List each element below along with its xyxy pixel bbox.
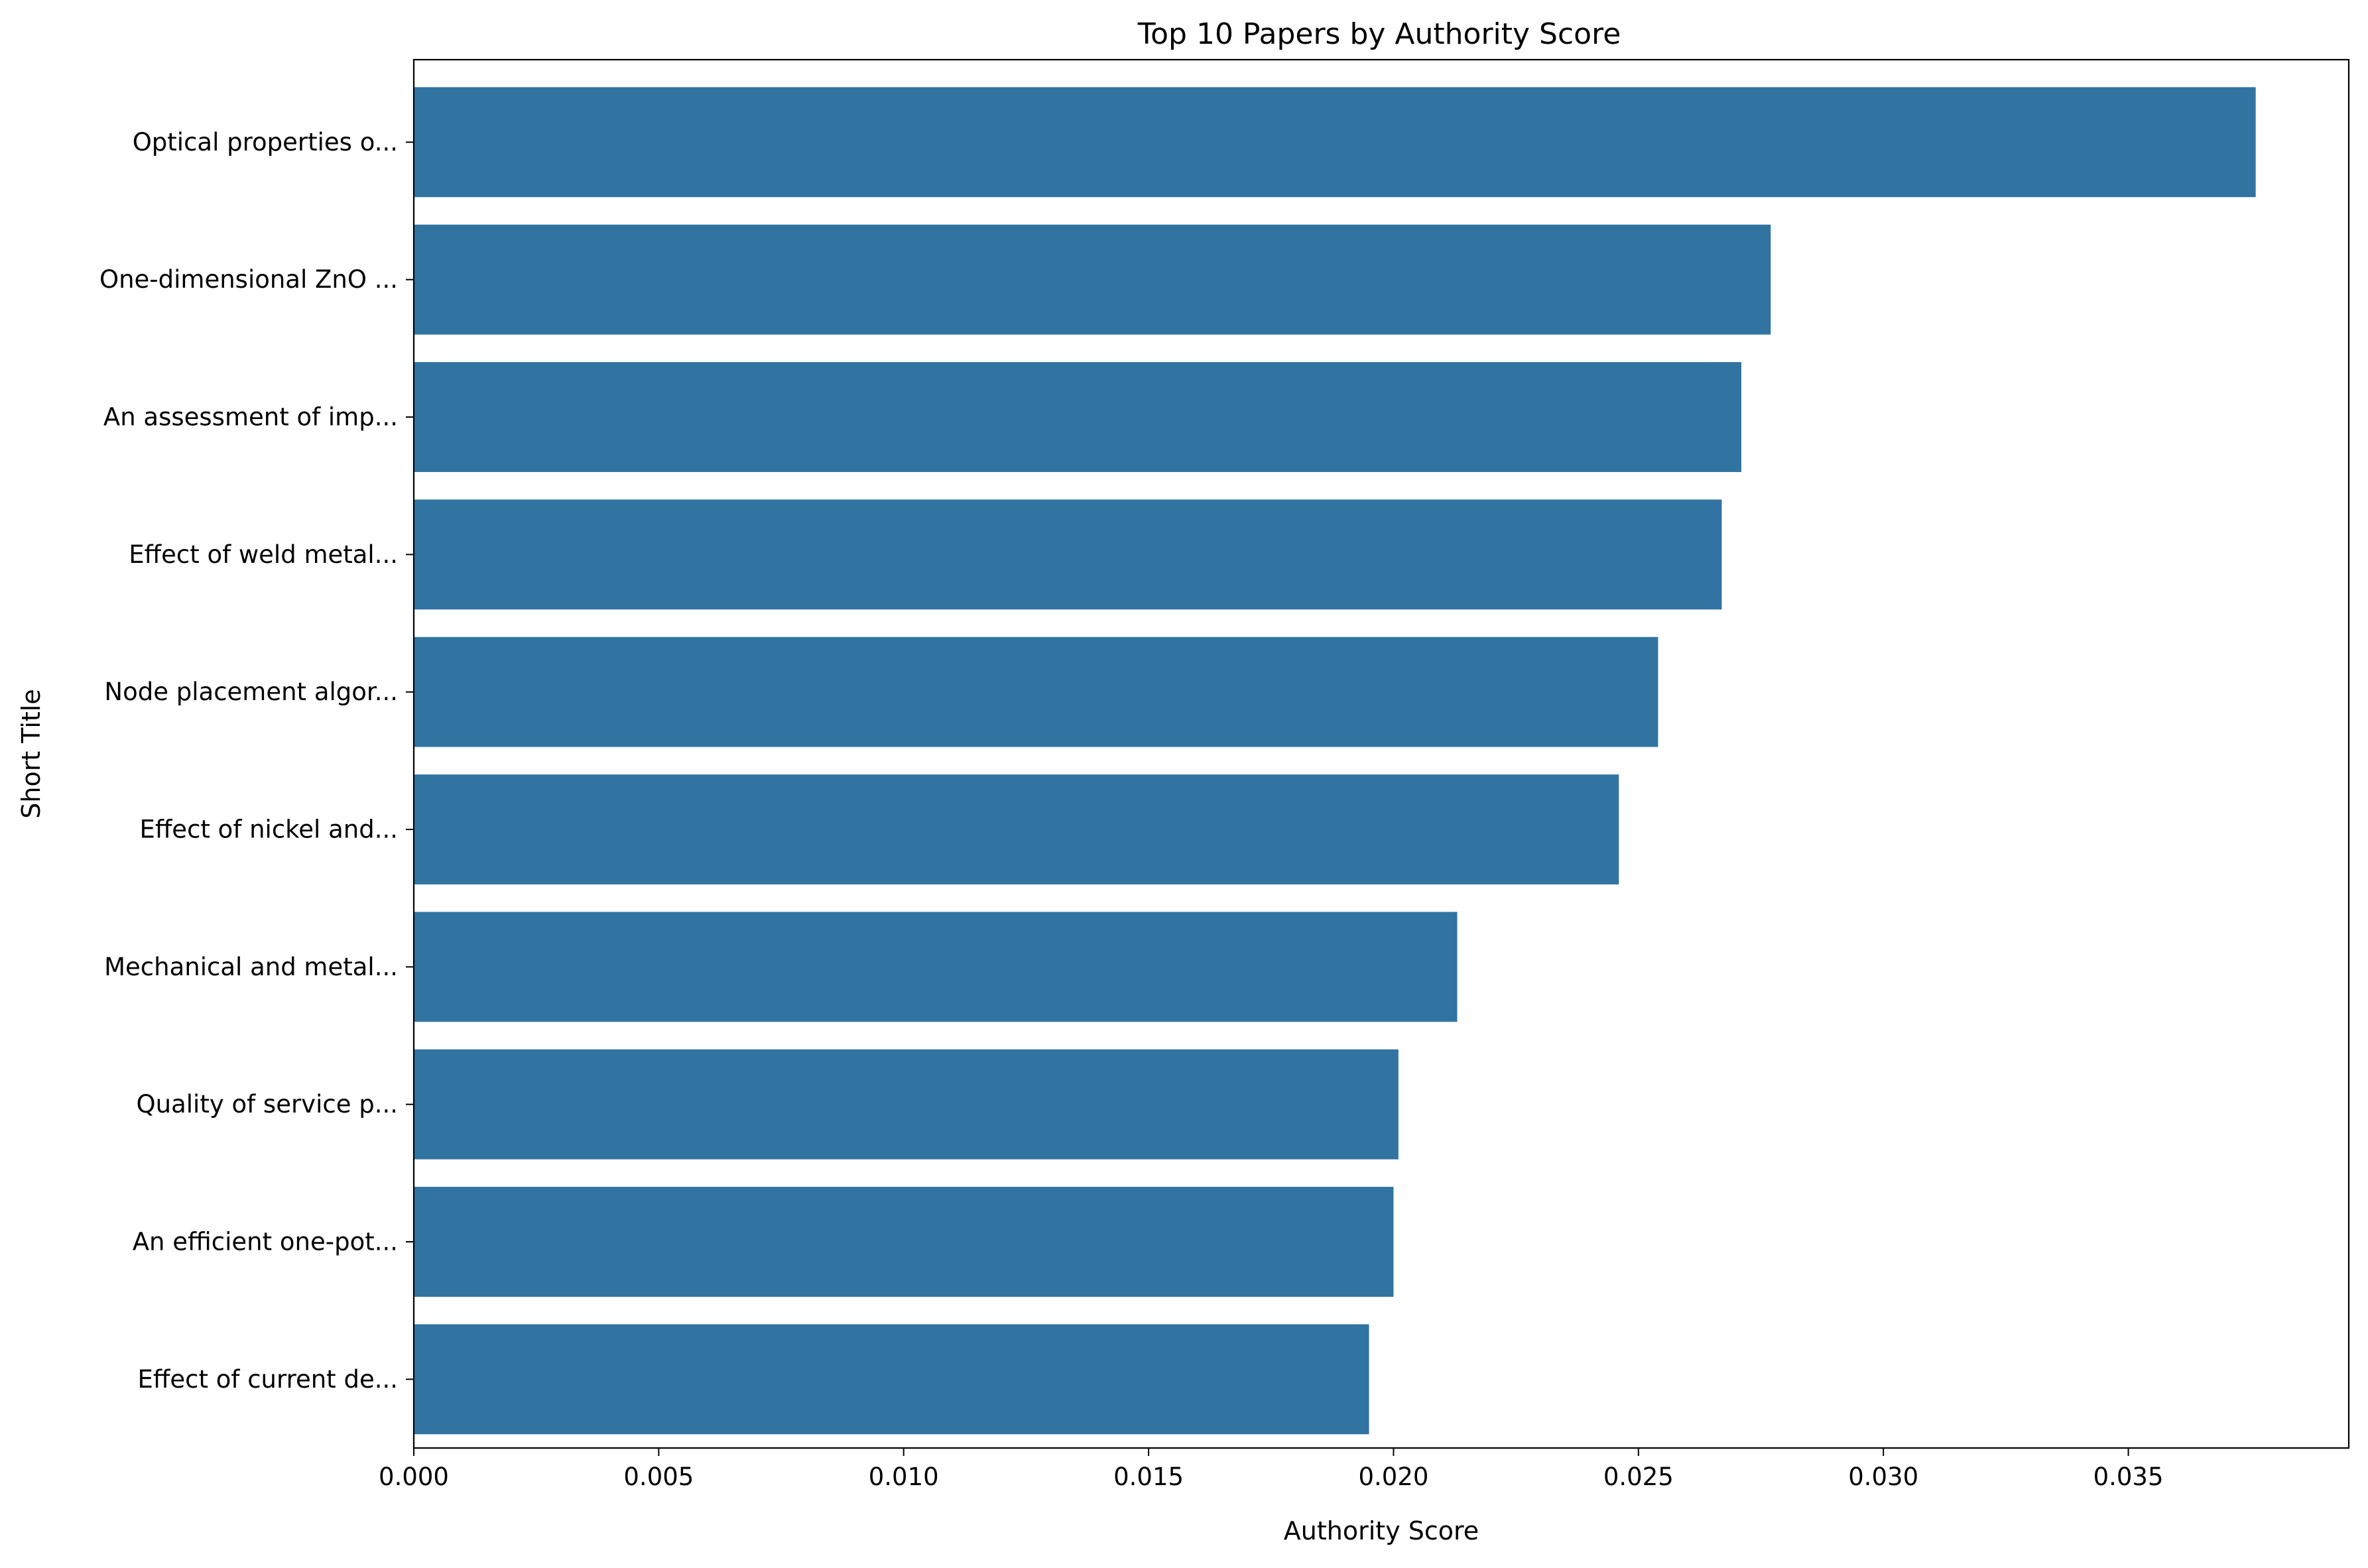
chart-title: Top 10 Papers by Authority Score (1137, 17, 1621, 51)
y-axis-ticks: Optical properties o... One-dimensional Z… (99, 128, 414, 1394)
bar (414, 636, 1658, 747)
y-tick-label: Optical properties o... (133, 128, 398, 156)
y-tick-label: Node placement algor... (104, 678, 398, 706)
y-tick-label: An assessment of imp... (103, 403, 398, 432)
x-tick-label: 0.010 (869, 1463, 939, 1491)
bar (414, 1049, 1399, 1160)
bar (414, 1324, 1369, 1435)
y-tick-label: Effect of weld metal... (129, 540, 398, 569)
x-tick-label: 0.030 (1848, 1463, 1918, 1491)
y-tick-label: An efficient one-pot... (133, 1228, 398, 1256)
x-tick-label: 0.000 (379, 1463, 449, 1491)
x-axis-label: Authority Score (1284, 1516, 1479, 1545)
x-tick-label: 0.025 (1603, 1463, 1674, 1491)
x-tick-label: 0.035 (2093, 1463, 2164, 1491)
bar (414, 1187, 1394, 1297)
plot-frame (412, 58, 2350, 1449)
bar (414, 774, 1619, 884)
x-tick-label: 0.015 (1113, 1463, 1184, 1491)
bar (414, 912, 1458, 1022)
y-tick-label: Mechanical and metal... (104, 953, 398, 981)
bar (414, 224, 1771, 335)
x-tick-label: 0.005 (623, 1463, 694, 1491)
y-axis-label: Short Title (17, 689, 46, 819)
x-axis-ticks: 0.000 0.005 0.010 0.015 0.020 0.025 0.030 0.035 (379, 1448, 2164, 1491)
bar (414, 362, 1741, 472)
bar-group (414, 87, 2256, 1435)
bar (414, 87, 2256, 198)
y-tick-label: One-dimensional ZnO ... (99, 265, 398, 294)
y-tick-label: Effect of current de... (138, 1365, 398, 1394)
bar (414, 499, 1722, 610)
y-tick-label: Effect of nickel and... (139, 815, 398, 844)
y-tick-label: Quality of service p... (137, 1090, 398, 1118)
x-tick-label: 0.020 (1358, 1463, 1428, 1491)
